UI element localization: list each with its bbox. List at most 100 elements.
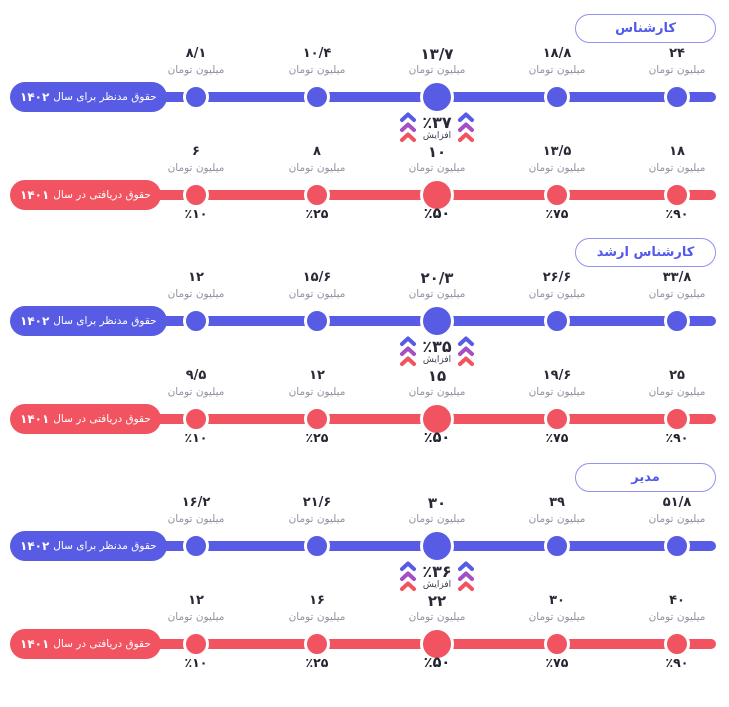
received-row-title: حقوق دریافتی در سال bbox=[53, 189, 151, 201]
percentile-label: ٪۹۰ bbox=[665, 655, 689, 670]
received-salary-value: ۸ bbox=[313, 144, 321, 159]
expected-row-year: ۱۴۰۲ bbox=[20, 314, 50, 328]
expected-salary-point-label: ۵۱/۸ میلیون تومان bbox=[622, 495, 729, 526]
percentile-label: ٪۱۰ bbox=[184, 655, 208, 670]
expected-salary-dot bbox=[544, 84, 570, 110]
received-salary-dot bbox=[544, 182, 570, 208]
salary-section: کارشناس ۸/۱ میلیون تومان ۱۰/۴ میلیون توم… bbox=[0, 0, 729, 225]
received-salary-point-label: ۱۹/۶ میلیون تومان bbox=[502, 368, 612, 399]
expected-salary-point-label: ۳۹ میلیون تومان bbox=[502, 495, 612, 526]
salary-unit-label: میلیون تومان bbox=[167, 288, 225, 300]
percentile-label: ٪۷۵ bbox=[545, 655, 569, 670]
expected-salary-point-label: ۸/۱ میلیون تومان bbox=[141, 46, 251, 77]
expected-salary-value: ۵۱/۸ bbox=[662, 495, 692, 510]
salary-unit-label: میلیون تومان bbox=[167, 162, 225, 174]
expected-salary-value: ۱۵/۶ bbox=[302, 270, 332, 285]
expected-salary-point-label-median: ۳۰ میلیون تومان bbox=[382, 495, 492, 526]
received-salary-row-pill: حقوق دریافتی در سال ۱۴۰۱ bbox=[10, 404, 161, 434]
job-title-badge: کارشناس bbox=[575, 14, 716, 43]
received-salary-value: ۱۹/۶ bbox=[542, 368, 572, 383]
expected-row-title: حقوق مدنظر برای سال bbox=[53, 91, 157, 103]
expected-salary-point-label-median: ۲۰/۳ میلیون تومان bbox=[382, 270, 492, 301]
increase-percentage: ٪۳۷ bbox=[422, 113, 452, 132]
percentile-label: ٪۱۰ bbox=[184, 206, 208, 221]
received-salary-dot bbox=[304, 631, 330, 657]
received-salary-point-label-median: ۱۰ میلیون تومان bbox=[382, 144, 492, 175]
expected-salary-dot bbox=[183, 533, 209, 559]
received-salary-point-label: ۱۸ میلیون تومان bbox=[622, 144, 729, 175]
received-row-year: ۱۴۰۱ bbox=[20, 188, 50, 202]
received-salary-point-label-median: ۱۵ میلیون تومان bbox=[382, 368, 492, 399]
job-title-label: کارشناس ارشد bbox=[596, 245, 695, 260]
salary-unit-label: میلیون تومان bbox=[167, 611, 225, 623]
salary-unit-label: میلیون تومان bbox=[408, 611, 466, 623]
expected-salary-value: ۱۳/۷ bbox=[420, 45, 454, 63]
expected-salary-dot bbox=[304, 533, 330, 559]
received-salary-dot-median bbox=[420, 178, 454, 212]
salary-unit-label: میلیون تومان bbox=[288, 386, 346, 398]
expected-salary-point-label: ۱۶/۲ میلیون تومان bbox=[141, 495, 251, 526]
expected-salary-point-label: ۱۲ میلیون تومان bbox=[141, 270, 251, 301]
expected-salary-dot bbox=[183, 308, 209, 334]
received-salary-value: ۱۵ bbox=[427, 367, 447, 385]
received-salary-point-label: ۴۰ میلیون تومان bbox=[622, 593, 729, 624]
salary-unit-label: میلیون تومان bbox=[648, 162, 706, 174]
salary-unit-label: میلیون تومان bbox=[408, 513, 466, 525]
job-title-badge: کارشناس ارشد bbox=[575, 238, 716, 267]
increase-chevrons-icon bbox=[457, 112, 474, 142]
percentile-label-median: ٪۵۰ bbox=[423, 430, 451, 446]
received-salary-dot bbox=[664, 182, 690, 208]
received-salary-row-pill: حقوق دریافتی در سال ۱۴۰۱ bbox=[10, 629, 161, 659]
received-salary-value: ۴۰ bbox=[669, 593, 685, 608]
increase-indicator: ٪۳۵ افزایش bbox=[360, 335, 514, 369]
increase-indicator: ٪۳۶ افزایش bbox=[360, 560, 514, 594]
expected-salary-value: ۱۶/۲ bbox=[181, 495, 211, 510]
salary-unit-label: میلیون تومان bbox=[408, 64, 466, 76]
salary-unit-label: میلیون تومان bbox=[648, 64, 706, 76]
salary-unit-label: میلیون تومان bbox=[528, 611, 586, 623]
received-salary-value: ۱۸ bbox=[669, 144, 685, 159]
increase-chevrons-icon bbox=[400, 112, 417, 142]
salary-unit-label: میلیون تومان bbox=[648, 513, 706, 525]
expected-salary-dot-median bbox=[420, 529, 454, 563]
salary-unit-label: میلیون تومان bbox=[528, 513, 586, 525]
increase-percentage: ٪۳۵ bbox=[422, 337, 452, 356]
received-salary-dot bbox=[183, 631, 209, 657]
expected-row-year: ۱۴۰۲ bbox=[20, 539, 50, 553]
expected-row-title: حقوق مدنظر برای سال bbox=[53, 540, 157, 552]
received-salary-value: ۳۰ bbox=[549, 593, 565, 608]
percentile-label: ٪۲۵ bbox=[305, 430, 329, 445]
expected-salary-dot bbox=[304, 84, 330, 110]
salary-unit-label: میلیون تومان bbox=[288, 162, 346, 174]
percentile-label: ٪۷۵ bbox=[545, 206, 569, 221]
received-salary-dot bbox=[544, 631, 570, 657]
expected-salary-value: ۲۰/۳ bbox=[420, 269, 454, 287]
expected-row-title: حقوق مدنظر برای سال bbox=[53, 315, 157, 327]
salary-unit-label: میلیون تومان bbox=[528, 386, 586, 398]
percentile-label: ٪۹۰ bbox=[665, 206, 689, 221]
salary-unit-label: میلیون تومان bbox=[288, 513, 346, 525]
received-salary-point-label: ۲۵ میلیون تومان bbox=[622, 368, 729, 399]
received-salary-value: ۲۲ bbox=[427, 592, 447, 610]
expected-salary-point-label-median: ۱۳/۷ میلیون تومان bbox=[382, 46, 492, 77]
salary-unit-label: میلیون تومان bbox=[528, 64, 586, 76]
received-salary-value: ۱۲ bbox=[188, 593, 204, 608]
increase-chevrons-icon bbox=[400, 561, 417, 591]
job-title-badge: مدیر bbox=[575, 463, 716, 492]
salary-unit-label: میلیون تومان bbox=[648, 386, 706, 398]
received-salary-point-label: ۳۰ میلیون تومان bbox=[502, 593, 612, 624]
percentile-label-median: ٪۵۰ bbox=[423, 206, 451, 222]
salary-unit-label: میلیون تومان bbox=[167, 513, 225, 525]
expected-salary-dot bbox=[544, 308, 570, 334]
increase-caption: افزایش bbox=[422, 355, 452, 365]
received-salary-value: ۶ bbox=[192, 144, 200, 159]
expected-salary-value: ۱۰/۴ bbox=[302, 46, 332, 61]
salary-unit-label: میلیون تومان bbox=[167, 64, 225, 76]
expected-salary-point-label: ۲۶/۶ میلیون تومان bbox=[502, 270, 612, 301]
expected-salary-dot bbox=[304, 308, 330, 334]
received-salary-point-label: ۱۲ میلیون تومان bbox=[141, 593, 251, 624]
salary-unit-label: میلیون تومان bbox=[288, 288, 346, 300]
increase-chevrons-icon bbox=[457, 336, 474, 366]
percentile-label: ٪۱۰ bbox=[184, 430, 208, 445]
